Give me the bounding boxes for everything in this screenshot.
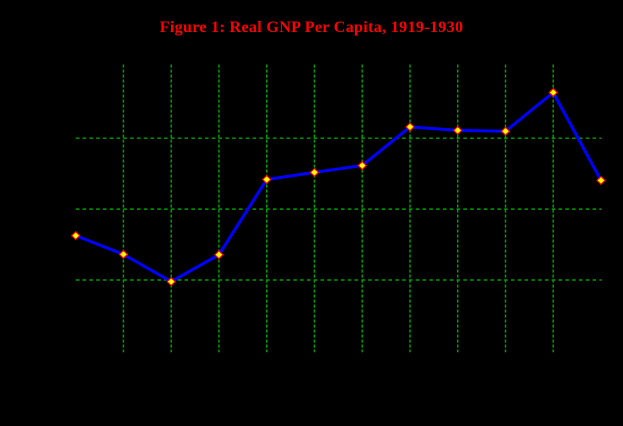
svg-text:Figure 1: Real GNP Per Capita,: Figure 1: Real GNP Per Capita, 1919-1930 [160,19,464,36]
